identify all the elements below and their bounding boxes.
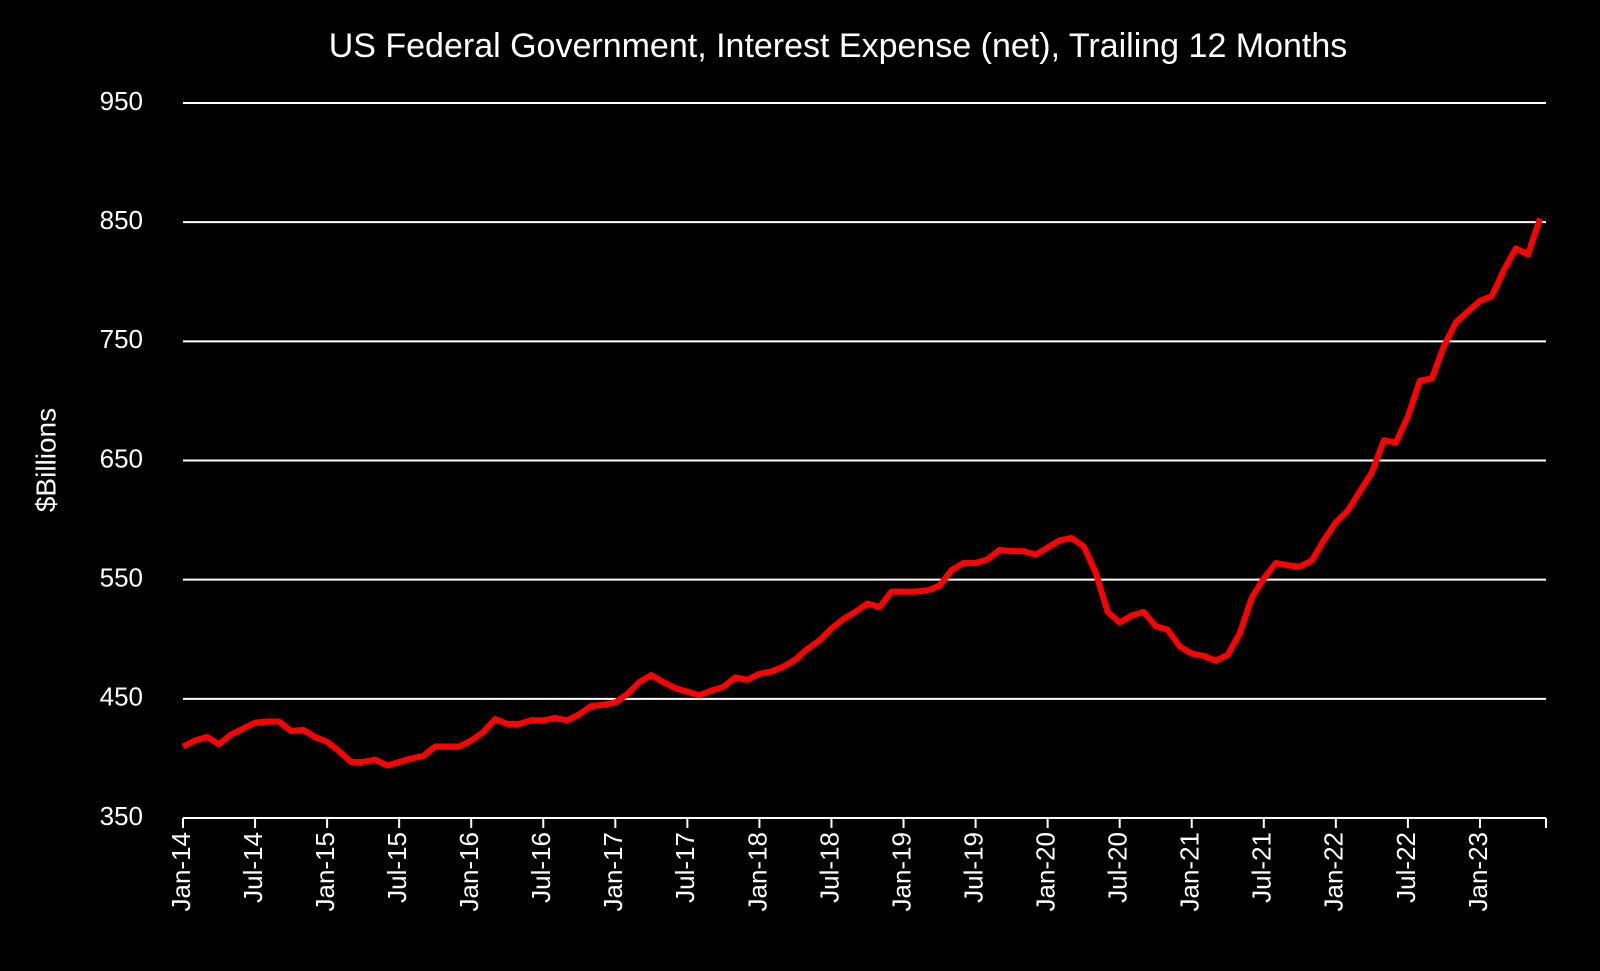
y-tick-label: 750 xyxy=(100,324,143,354)
data-line xyxy=(181,217,1543,769)
x-tick-label: Jan-14 xyxy=(166,832,196,912)
x-tick-label: Jul-20 xyxy=(1103,832,1133,903)
y-tick-label: 450 xyxy=(100,682,143,712)
x-tick-label: Jan-21 xyxy=(1175,832,1205,912)
x-tick-label: Jul-17 xyxy=(670,832,700,903)
x-tick-label: Jul-22 xyxy=(1391,832,1421,903)
x-tick-label: Jan-22 xyxy=(1319,832,1349,912)
x-tick-label: Jan-18 xyxy=(742,832,772,912)
x-tick-label: Jan-20 xyxy=(1031,832,1061,912)
x-tick-label: Jan-19 xyxy=(886,832,916,912)
x-tick-label: Jul-14 xyxy=(238,832,268,903)
x-tick-label: Jul-16 xyxy=(526,832,556,903)
x-tick-label: Jul-19 xyxy=(958,832,988,903)
x-tick-label: Jan-23 xyxy=(1463,832,1493,912)
x-tick-label: Jan-16 xyxy=(454,832,484,912)
x-tick-label: Jul-15 xyxy=(382,832,412,903)
x-tick-label: Jul-21 xyxy=(1247,832,1277,903)
y-tick-label: 850 xyxy=(100,205,143,235)
y-tick-label: 350 xyxy=(100,801,143,831)
y-axis-label: $Billions xyxy=(30,408,61,512)
y-tick-label: 650 xyxy=(100,443,143,473)
y-tick-label: 550 xyxy=(100,563,143,593)
y-tick-label: 950 xyxy=(100,86,143,116)
x-tick-label: Jan-15 xyxy=(310,832,340,912)
x-tick-label: Jul-18 xyxy=(814,832,844,903)
x-tick-label: Jan-17 xyxy=(598,832,628,912)
chart-title: US Federal Government, Interest Expense … xyxy=(329,27,1348,65)
